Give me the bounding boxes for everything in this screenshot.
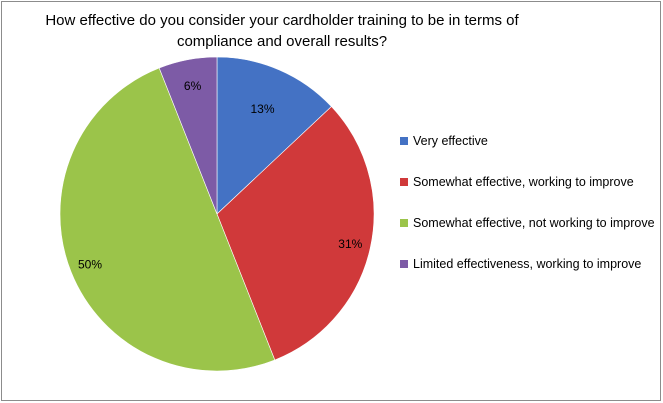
slice-label-3: 50% bbox=[78, 257, 102, 271]
legend-item-2: Somewhat effective, working to improve bbox=[400, 175, 634, 189]
legend-label-3: Somewhat effective, not working to impro… bbox=[413, 216, 655, 230]
pie-slice-1 bbox=[216, 56, 332, 215]
legend-item-3: Somewhat effective, not working to impro… bbox=[400, 216, 655, 230]
legend-item-4: Limited effectiveness, working to improv… bbox=[400, 257, 641, 271]
slice-label-4: 6% bbox=[184, 79, 202, 93]
legend-swatch-4 bbox=[400, 260, 408, 268]
legend-swatch-1 bbox=[400, 137, 408, 145]
pie-slice-3 bbox=[59, 67, 276, 372]
legend-item-1: Very effective bbox=[400, 134, 488, 148]
slice-label-1: 13% bbox=[251, 102, 275, 116]
legend-label-4: Limited effectiveness, working to improv… bbox=[413, 257, 642, 271]
pie-slice-2 bbox=[216, 106, 375, 361]
legend-label-2: Somewhat effective, working to improve bbox=[413, 175, 634, 189]
chart-title: How effective do you consider your cardh… bbox=[45, 12, 519, 50]
legend-label-1: Very effective bbox=[413, 134, 488, 148]
legend-swatch-2 bbox=[400, 178, 408, 186]
slice-label-2: 31% bbox=[338, 237, 362, 251]
legend-swatch-3 bbox=[400, 219, 408, 227]
pie-slice-4 bbox=[158, 56, 218, 215]
